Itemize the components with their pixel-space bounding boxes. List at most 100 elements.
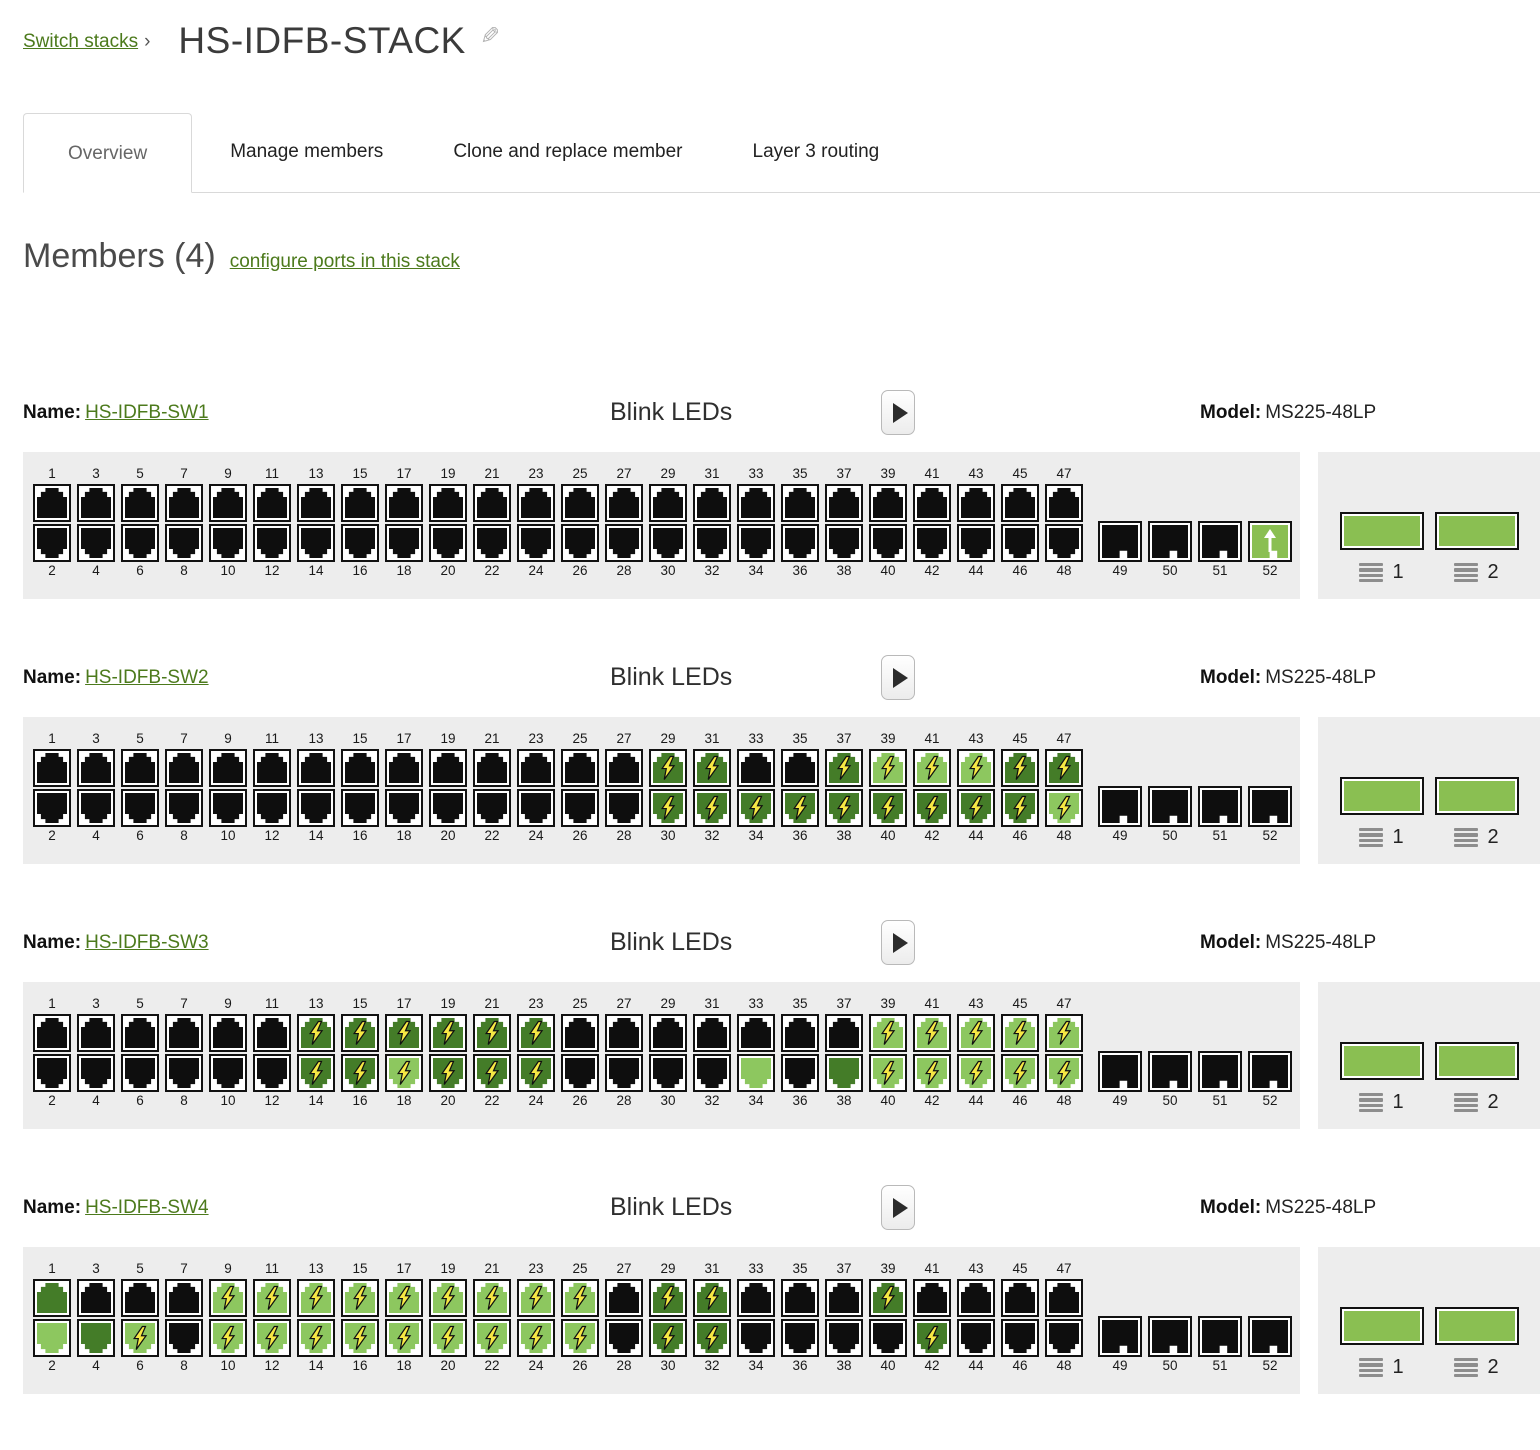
port-5[interactable]: [121, 1014, 159, 1052]
port-41[interactable]: [913, 484, 951, 522]
port-12[interactable]: [253, 1054, 291, 1092]
port-49[interactable]: [1098, 1316, 1142, 1357]
port-8[interactable]: [165, 1319, 203, 1357]
port-32[interactable]: [693, 789, 731, 827]
port-48[interactable]: [1045, 1054, 1083, 1092]
port-28[interactable]: [605, 789, 643, 827]
port-29[interactable]: [649, 749, 687, 787]
port-25[interactable]: [561, 749, 599, 787]
port-18[interactable]: [385, 524, 423, 562]
port-35[interactable]: [781, 1014, 819, 1052]
port-28[interactable]: [605, 1319, 643, 1357]
port-4[interactable]: [77, 1054, 115, 1092]
port-31[interactable]: [693, 749, 731, 787]
port-40[interactable]: [869, 1054, 907, 1092]
port-24[interactable]: [517, 524, 555, 562]
port-1[interactable]: [33, 484, 71, 522]
port-30[interactable]: [649, 1054, 687, 1092]
port-30[interactable]: [649, 1319, 687, 1357]
port-38[interactable]: [825, 789, 863, 827]
port-46[interactable]: [1001, 1054, 1039, 1092]
port-7[interactable]: [165, 749, 203, 787]
edit-pencil-icon[interactable]: ✎: [479, 23, 500, 50]
port-10[interactable]: [209, 1319, 247, 1357]
blink-leds-play-button[interactable]: [881, 920, 915, 965]
port-19[interactable]: [429, 1279, 467, 1317]
port-22[interactable]: [473, 1054, 511, 1092]
port-7[interactable]: [165, 1279, 203, 1317]
port-46[interactable]: [1001, 1319, 1039, 1357]
port-25[interactable]: [561, 1279, 599, 1317]
configure-ports-link[interactable]: configure ports in this stack: [229, 251, 460, 272]
port-12[interactable]: [253, 789, 291, 827]
port-39[interactable]: [869, 484, 907, 522]
port-35[interactable]: [781, 1279, 819, 1317]
port-3[interactable]: [77, 1279, 115, 1317]
port-20[interactable]: [429, 1054, 467, 1092]
port-44[interactable]: [957, 1054, 995, 1092]
port-23[interactable]: [517, 1279, 555, 1317]
stack-port-2[interactable]: 2: [1434, 1307, 1519, 1379]
port-46[interactable]: [1001, 524, 1039, 562]
port-27[interactable]: [605, 749, 643, 787]
port-22[interactable]: [473, 1319, 511, 1357]
port-13[interactable]: [297, 1014, 335, 1052]
port-14[interactable]: [297, 524, 335, 562]
port-14[interactable]: [297, 1319, 335, 1357]
stack-port-1[interactable]: 1: [1339, 777, 1424, 849]
port-25[interactable]: [561, 484, 599, 522]
port-47[interactable]: [1045, 749, 1083, 787]
port-14[interactable]: [297, 789, 335, 827]
port-41[interactable]: [913, 1279, 951, 1317]
port-41[interactable]: [913, 1014, 951, 1052]
port-24[interactable]: [517, 1319, 555, 1357]
stack-port-1[interactable]: 1: [1339, 1307, 1424, 1379]
port-36[interactable]: [781, 524, 819, 562]
port-12[interactable]: [253, 524, 291, 562]
port-19[interactable]: [429, 1014, 467, 1052]
port-52[interactable]: [1248, 521, 1292, 562]
port-33[interactable]: [737, 484, 775, 522]
port-44[interactable]: [957, 524, 995, 562]
port-23[interactable]: [517, 1014, 555, 1052]
port-33[interactable]: [737, 1014, 775, 1052]
port-5[interactable]: [121, 1279, 159, 1317]
port-37[interactable]: [825, 484, 863, 522]
port-38[interactable]: [825, 1319, 863, 1357]
port-32[interactable]: [693, 524, 731, 562]
port-22[interactable]: [473, 789, 511, 827]
port-20[interactable]: [429, 524, 467, 562]
port-41[interactable]: [913, 749, 951, 787]
stack-port-2[interactable]: 2: [1434, 1042, 1519, 1114]
tab-overview[interactable]: Overview: [23, 113, 193, 193]
port-26[interactable]: [561, 789, 599, 827]
port-29[interactable]: [649, 484, 687, 522]
port-45[interactable]: [1001, 749, 1039, 787]
port-51[interactable]: [1198, 786, 1242, 827]
port-51[interactable]: [1198, 1051, 1242, 1092]
port-18[interactable]: [385, 1319, 423, 1357]
port-52[interactable]: [1248, 1051, 1292, 1092]
port-16[interactable]: [341, 1054, 379, 1092]
port-6[interactable]: [121, 1319, 159, 1357]
port-3[interactable]: [77, 1014, 115, 1052]
port-24[interactable]: [517, 789, 555, 827]
port-40[interactable]: [869, 1319, 907, 1357]
port-44[interactable]: [957, 1319, 995, 1357]
switch-name-link[interactable]: HS-IDFB-SW2: [85, 667, 209, 688]
port-30[interactable]: [649, 524, 687, 562]
port-42[interactable]: [913, 1054, 951, 1092]
port-34[interactable]: [737, 524, 775, 562]
port-9[interactable]: [209, 749, 247, 787]
port-39[interactable]: [869, 1014, 907, 1052]
port-36[interactable]: [781, 1054, 819, 1092]
port-15[interactable]: [341, 749, 379, 787]
port-43[interactable]: [957, 749, 995, 787]
switch-name-link[interactable]: HS-IDFB-SW3: [85, 932, 209, 953]
port-45[interactable]: [1001, 1014, 1039, 1052]
switch-name-link[interactable]: HS-IDFB-SW1: [85, 402, 209, 423]
port-27[interactable]: [605, 484, 643, 522]
port-18[interactable]: [385, 789, 423, 827]
port-21[interactable]: [473, 1014, 511, 1052]
port-42[interactable]: [913, 1319, 951, 1357]
